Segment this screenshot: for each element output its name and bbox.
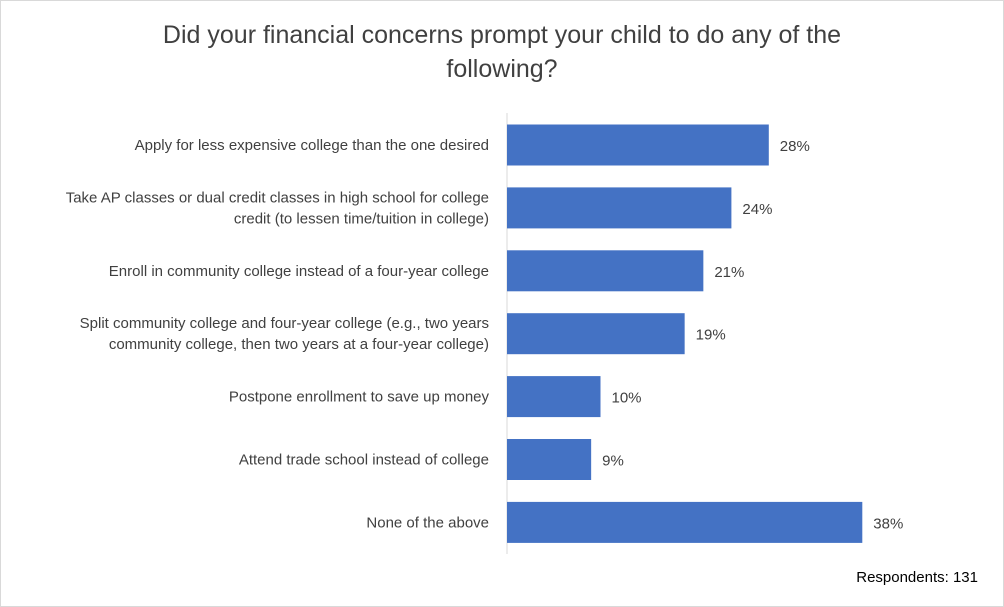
data-label: 21% <box>714 264 744 281</box>
bar <box>507 376 601 418</box>
category-label: Enroll in community college instead of a… <box>109 263 489 280</box>
data-label: 19% <box>696 327 726 344</box>
bar <box>507 250 704 292</box>
category-label: Apply for less expensive college than th… <box>135 137 489 154</box>
category-label: Attend trade school instead of college <box>239 452 489 469</box>
chart-title-line-1: Did your financial concerns prompt your … <box>162 21 842 49</box>
bar <box>507 124 769 166</box>
bar <box>507 439 592 480</box>
bar <box>507 501 863 543</box>
category-label: Postpone enrollment to save up money <box>229 389 490 406</box>
category-label: Take AP classes or dual credit classes i… <box>66 189 489 206</box>
data-label: 24% <box>742 201 772 218</box>
category-label: Split community college and four-year co… <box>80 315 489 332</box>
chart-title: Did your financial concerns prompt your … <box>0 18 1004 86</box>
data-label: 9% <box>602 453 624 470</box>
data-label: 28% <box>780 138 810 155</box>
category-label: credit (to lessen time/tuition in colleg… <box>234 210 489 227</box>
bar <box>507 187 732 229</box>
category-label: None of the above <box>366 514 489 531</box>
data-label: 38% <box>873 515 903 532</box>
category-label: community college, then two years at a f… <box>109 336 489 353</box>
chart-title-line-2: following? <box>446 55 558 83</box>
bar <box>507 313 685 355</box>
data-label: 10% <box>612 390 642 407</box>
respondents-note: Respondents: 131 <box>856 569 978 586</box>
